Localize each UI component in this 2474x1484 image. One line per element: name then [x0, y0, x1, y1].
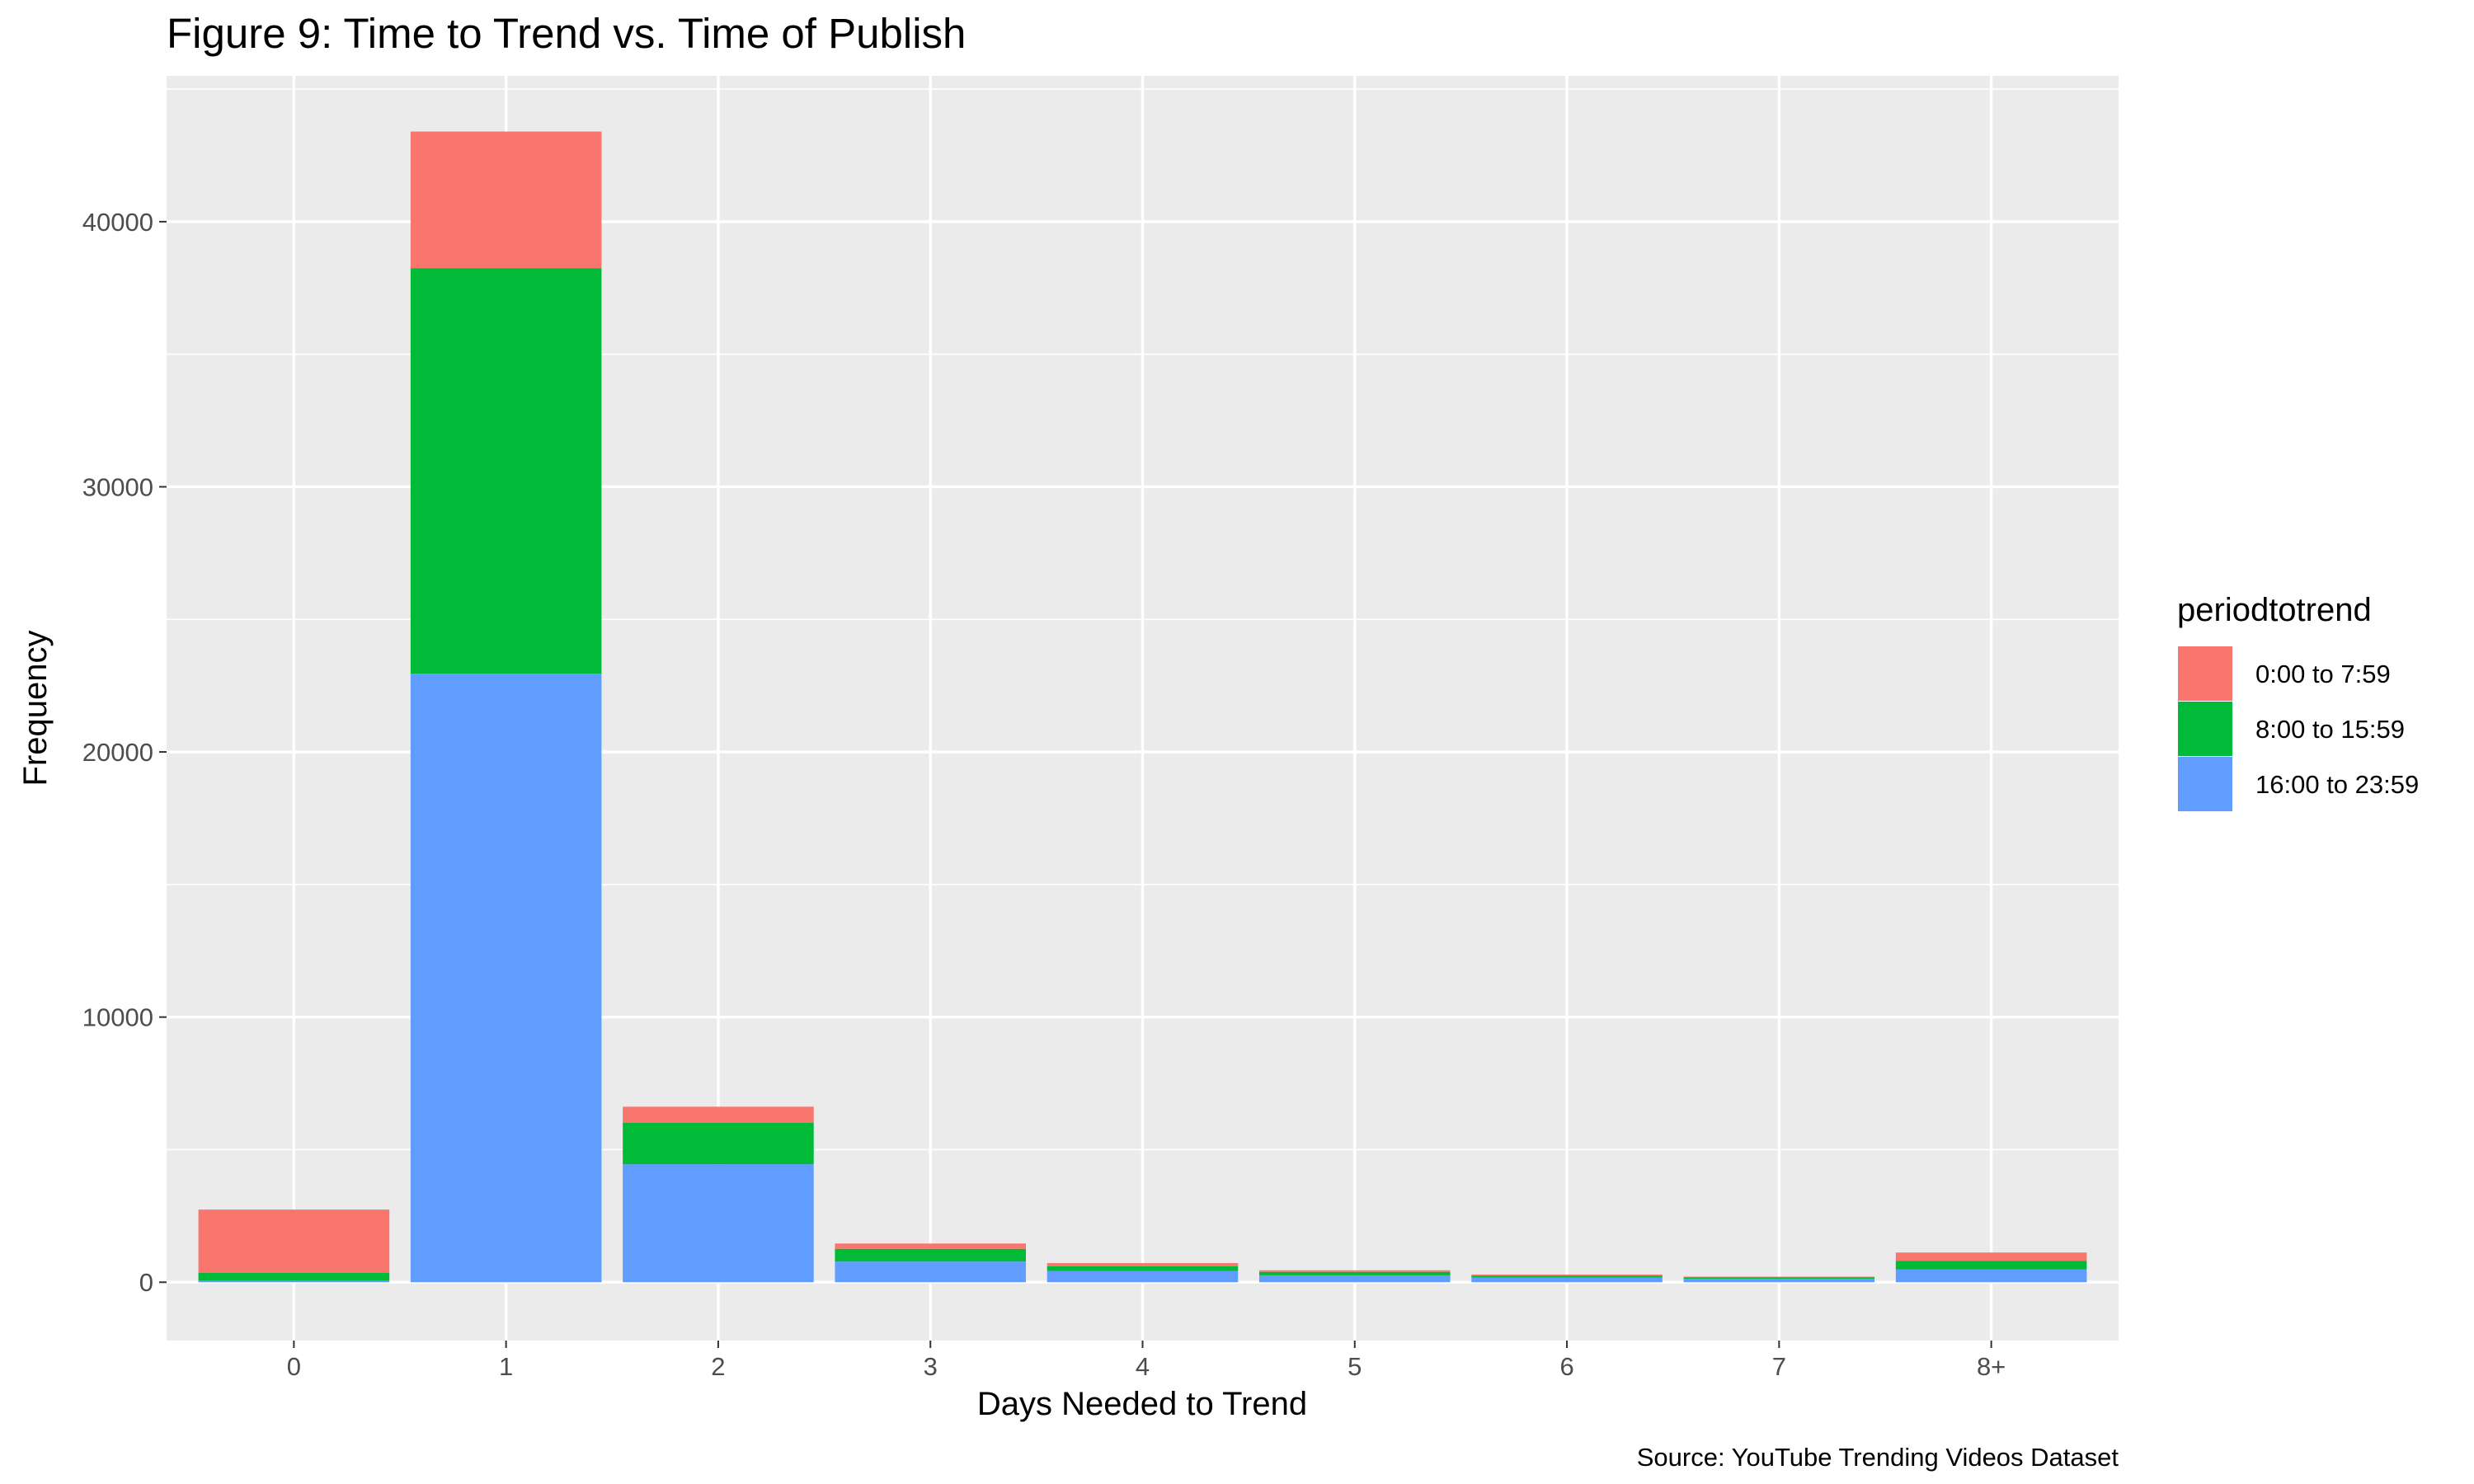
chart-title: Figure 9: Time to Trend vs. Time of Publ…	[167, 10, 966, 57]
legend-key	[2178, 646, 2232, 701]
x-tick-label: 5	[1348, 1352, 1362, 1381]
x-tick-label: 7	[1772, 1352, 1786, 1381]
bar-segment-2-series-1	[623, 1122, 814, 1165]
bar-segment-5-series-2	[1259, 1270, 1451, 1272]
legend-label: 8:00 to 15:59	[2255, 715, 2405, 744]
legend-label: 0:00 to 7:59	[2255, 660, 2391, 688]
bar-segment-7-series-2	[1683, 1276, 1875, 1278]
y-tick-label: 10000	[82, 1003, 153, 1032]
bar-segment-1-series-1	[410, 268, 602, 674]
bar-segment-1-series-2	[410, 131, 602, 269]
x-tick-label: 8+	[1977, 1352, 2006, 1381]
bar-segment-8plus-series-2	[1895, 1252, 2087, 1261]
bar-segment-1-series-0	[410, 674, 602, 1283]
x-tick-label: 6	[1559, 1352, 1573, 1381]
x-tick-label: 0	[287, 1352, 301, 1381]
x-tick-label: 2	[711, 1352, 725, 1381]
y-tick-label: 20000	[82, 738, 153, 767]
x-axis-title: Days Needed to Trend	[977, 1386, 1307, 1422]
chart-caption: Source: YouTube Trending Videos Dataset	[1637, 1443, 2119, 1472]
bar-segment-2-series-0	[623, 1164, 814, 1283]
y-tick-label: 40000	[82, 208, 153, 237]
y-tick-label: 30000	[82, 472, 153, 501]
legend-title: periodtotrend	[2177, 592, 2372, 628]
x-axis: 0 1 2 3 4 5 6 7 8+	[287, 1341, 2006, 1381]
bar-segment-4-series-0	[1047, 1270, 1239, 1283]
x-tick-label: 1	[499, 1352, 513, 1381]
x-tick-label: 3	[924, 1352, 938, 1381]
bar-segment-6-series-1	[1471, 1275, 1663, 1278]
bar-segment-0-series-0	[198, 1280, 390, 1283]
legend-label: 16:00 to 23:59	[2255, 770, 2419, 799]
bar-segment-8plus-series-1	[1895, 1261, 2087, 1270]
legend-key	[2178, 757, 2232, 811]
y-axis-title: Frequency	[17, 631, 54, 787]
bar-segment-8plus-series-0	[1895, 1269, 2087, 1283]
bar-segment-3-series-2	[835, 1243, 1026, 1249]
bar-segment-5-series-0	[1259, 1275, 1451, 1283]
legend-key	[2178, 702, 2232, 756]
bar-segment-6-series-0	[1471, 1277, 1663, 1283]
bar-segment-7-series-1	[1683, 1277, 1875, 1280]
bar-segment-0-series-1	[198, 1272, 390, 1281]
bar-segment-5-series-1	[1259, 1271, 1451, 1275]
bar-segment-3-series-1	[835, 1248, 1026, 1262]
x-tick-label: 4	[1136, 1352, 1150, 1381]
y-tick-label: 0	[139, 1268, 153, 1297]
bar-segment-0-series-2	[198, 1209, 390, 1273]
bar-segment-2-series-2	[623, 1106, 814, 1123]
bar-segment-4-series-1	[1047, 1266, 1239, 1271]
y-axis: 0 10000 20000 30000 40000	[82, 208, 167, 1297]
bar-segment-4-series-2	[1047, 1263, 1239, 1266]
bar-segment-3-series-0	[835, 1261, 1026, 1283]
legend: periodtotrend 0:00 to 7:59 8:00 to 15:59 1…	[2177, 592, 2419, 811]
bar-segment-7-series-0	[1683, 1279, 1875, 1283]
bars	[198, 131, 2087, 1283]
